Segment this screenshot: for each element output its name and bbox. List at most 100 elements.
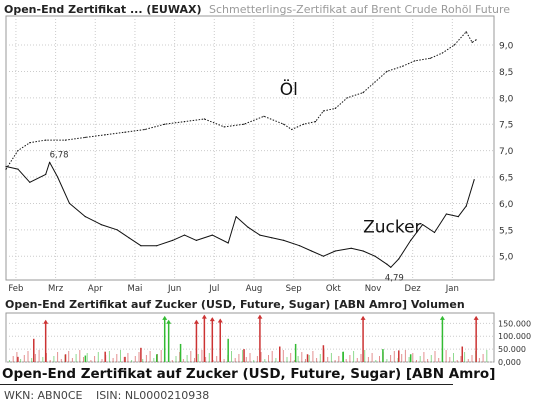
x-tick-label: Aug [246, 284, 263, 294]
volume-bar-minor [120, 350, 121, 362]
series-point [433, 231, 436, 234]
volume-bar [163, 316, 166, 362]
volume-bar-minor [171, 360, 173, 362]
volume-bar-minor [360, 354, 362, 362]
volume-bar-minor [12, 356, 14, 362]
volume-bar [156, 354, 158, 362]
series-point [386, 263, 388, 265]
volume-bar-minor [449, 357, 451, 362]
volume-bar [342, 351, 344, 362]
volume-bar-minor [271, 351, 273, 362]
volume-bar [259, 315, 261, 362]
series-point [310, 250, 313, 252]
volume-bar-minor [286, 357, 288, 362]
x-tick-label: Jul [208, 284, 219, 294]
volume-bar-minor [71, 358, 73, 362]
volume-overflow-arrow [209, 317, 215, 322]
series-point [441, 52, 443, 54]
volume-y-tick-label: 50.000 [498, 345, 526, 354]
volume-bar-minor [234, 358, 236, 362]
footer-divider [0, 384, 453, 385]
volume-overflow-arrow [473, 315, 479, 320]
volume-bar-minor [145, 355, 147, 362]
volume-bar-minor [182, 359, 184, 362]
volume-bar [294, 343, 297, 362]
series-point [263, 115, 265, 117]
volume-bar [17, 356, 19, 362]
series-point [350, 247, 352, 249]
series-point [17, 150, 19, 152]
volume-bar-minor [223, 359, 225, 362]
series-point [475, 39, 477, 41]
y-tick-label: 5,0 [499, 253, 514, 263]
volume-bar-minor [408, 357, 410, 362]
series-point [465, 205, 467, 207]
series-line-zucker [5, 161, 475, 268]
volume-bar-minor [108, 351, 110, 362]
volume-bar-minor [179, 352, 181, 362]
volume-bar-minor [231, 351, 232, 362]
volume-bar-minor [390, 355, 392, 362]
volume-bar [33, 338, 35, 362]
series-point [303, 123, 305, 125]
series-point [386, 70, 388, 72]
volume-overflow-arrow [201, 314, 207, 319]
series-point [235, 216, 237, 218]
series-point [314, 121, 317, 123]
series-point [128, 237, 130, 239]
volume-bar-minor [404, 350, 406, 362]
volume-bar-minor [60, 359, 62, 362]
volume-bar-minor [186, 355, 188, 362]
volume-bar-minor [445, 350, 447, 362]
volume-overflow-arrow [257, 314, 263, 319]
series-point [271, 237, 273, 239]
volume-overflow-arrow [162, 315, 168, 320]
volume-bar-minor [371, 353, 373, 362]
series-point [124, 131, 126, 133]
series-point [17, 168, 19, 170]
series-point [195, 239, 197, 241]
series-point [5, 168, 7, 170]
volume-bar-minor [327, 357, 329, 362]
series-point [259, 234, 261, 236]
series-point [29, 181, 31, 183]
series-point [45, 173, 47, 175]
volume-bar-minor [34, 354, 36, 362]
series-point [322, 110, 324, 112]
volume-overflow-arrow [43, 319, 49, 324]
x-tick-label: Dez [405, 284, 422, 294]
series-point [346, 97, 348, 99]
series-point [164, 123, 166, 125]
volume-bar-minor [453, 353, 454, 362]
series-point [410, 239, 412, 241]
volume-bar-minor [49, 360, 51, 362]
volume-bar [195, 320, 198, 362]
volume-bar-minor [482, 354, 484, 362]
series-point [100, 224, 102, 226]
volume-bar-minor [334, 360, 336, 362]
volume-bar-minor [319, 354, 321, 362]
volume-overflow-arrow [360, 315, 366, 320]
series-label: Zucker [363, 217, 421, 237]
volume-bar-minor [27, 351, 29, 362]
y-tick-label: 6,0 [499, 200, 514, 210]
series-point [322, 255, 324, 257]
volume-y-tick-label: 100.000 [498, 332, 531, 341]
volume-bar-minor [238, 354, 240, 362]
volume-bar-minor [293, 360, 295, 362]
volume-bar-minor [127, 353, 129, 362]
series-point [414, 60, 416, 62]
y-tick-label: 9,0 [499, 42, 514, 52]
volume-bar-minor [190, 351, 192, 362]
series-point [223, 126, 225, 128]
y-tick-label: 7,0 [499, 147, 514, 157]
volume-bar-minor [434, 351, 436, 362]
volume-bar-minor [90, 360, 92, 362]
volume-bar-minor [275, 358, 277, 362]
volume-bar-minor [20, 359, 22, 362]
volume-y-tick-label: 0,000 [498, 358, 521, 367]
volume-bar-minor [338, 356, 340, 362]
series-point [183, 234, 186, 236]
volume-bar [362, 316, 364, 362]
